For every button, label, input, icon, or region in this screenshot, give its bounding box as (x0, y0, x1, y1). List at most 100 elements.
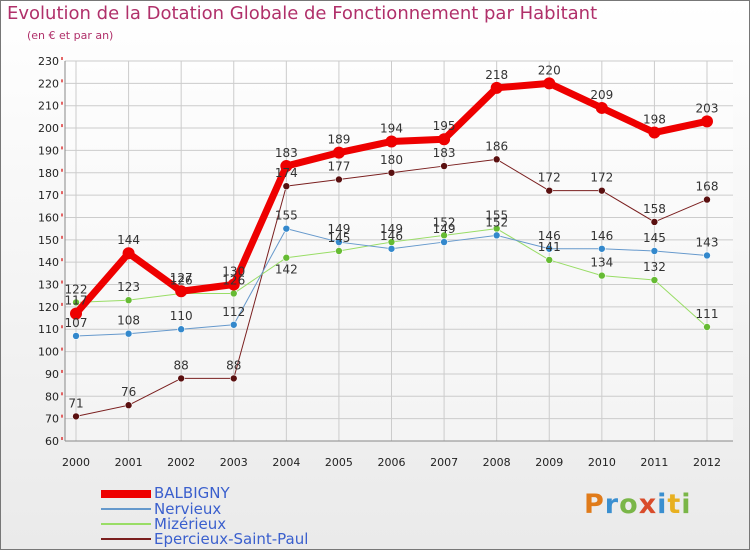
data-label: 158 (643, 202, 666, 216)
x-tick-label: 2009 (535, 456, 563, 469)
data-label: 88 (226, 358, 241, 372)
data-point-nervieux (229, 320, 238, 329)
data-point-nervieux (72, 332, 80, 340)
y-tick-label: 130 (38, 279, 59, 292)
data-point-nervieux (598, 244, 606, 253)
data-label: 142 (275, 263, 298, 277)
data-point-balbigny (438, 133, 451, 146)
y-tick-label: 60 (45, 435, 59, 448)
data-point-balbigny (175, 285, 188, 298)
y-tick-label: 120 (38, 301, 59, 314)
data-point-nervieux (177, 325, 185, 334)
data-label: 111 (696, 307, 719, 321)
x-tick-label: 2004 (272, 456, 300, 469)
data-label: 152 (433, 215, 456, 229)
data-label: 209 (590, 88, 613, 102)
data-point-epercieux-saint-paul (598, 186, 606, 195)
y-tick-label: 80 (45, 390, 59, 403)
data-label: 180 (380, 153, 403, 167)
x-tick-label: 2000 (62, 456, 90, 469)
data-label: 189 (327, 133, 350, 147)
logo-letter: i (657, 489, 668, 520)
y-tick-label: 170 (38, 189, 59, 202)
x-tick-label: 2002 (167, 456, 195, 469)
data-label: 194 (380, 121, 403, 135)
data-label: 203 (696, 101, 719, 115)
legend-label-epercieux: Epercieux-Saint-Paul (154, 530, 309, 548)
data-label: 141 (538, 240, 561, 254)
data-point-epercieux-saint-paul (492, 155, 501, 164)
data-point-nervieux (650, 247, 659, 255)
data-label: 145 (643, 231, 666, 245)
data-point-nervieux (492, 231, 501, 240)
data-point-epercieux-saint-paul (229, 374, 238, 383)
data-point-balbigny (227, 278, 240, 291)
data-label: 143 (696, 235, 719, 249)
x-tick-label: 2011 (640, 456, 668, 469)
data-point-nervieux (545, 244, 554, 253)
data-label: 126 (222, 273, 245, 287)
x-tick-label: 2001 (115, 456, 143, 469)
data-label: 134 (590, 256, 613, 270)
data-point-epercieux-saint-paul (703, 195, 711, 204)
data-label: 146 (538, 229, 561, 243)
data-point-balbigny (648, 126, 661, 139)
data-label: 220 (538, 63, 561, 77)
data-point-balbigny (280, 160, 293, 173)
y-tick-label: 90 (45, 368, 59, 381)
data-label: 108 (117, 314, 140, 328)
data-point-nervieux (282, 224, 291, 233)
data-point-epercieux-saint-paul (650, 218, 659, 226)
data-point-balbigny (490, 81, 503, 94)
data-point-nervieux (703, 251, 711, 260)
data-point-nervieux (387, 244, 396, 253)
data-label: 149 (433, 222, 456, 236)
chart-title: Evolution de la Dotation Globale de Fonc… (7, 3, 598, 24)
data-label: 155 (485, 209, 508, 223)
data-point-nervieux (335, 238, 343, 246)
logo-letter: o (619, 489, 639, 520)
logo-letter: r (604, 489, 620, 520)
data-label: 123 (117, 280, 140, 294)
x-tick-label: 2008 (483, 456, 511, 469)
data-label: 127 (170, 271, 193, 285)
x-tick-label: 2012 (693, 456, 721, 469)
data-point-miz-rieux (72, 298, 80, 307)
x-tick-label: 2005 (325, 456, 353, 469)
data-label: 168 (696, 180, 719, 194)
proxiti-logo: Proxiti (584, 489, 692, 520)
y-tick-label: 100 (38, 346, 59, 359)
data-point-balbigny (543, 77, 556, 90)
data-label: 177 (327, 159, 350, 173)
logo-letter: i (681, 489, 692, 520)
data-point-epercieux-saint-paul (545, 186, 554, 195)
x-tick-label: 2010 (588, 456, 616, 469)
data-label: 71 (68, 396, 83, 410)
logo-letter: x (638, 489, 658, 520)
data-point-nervieux (124, 329, 133, 338)
data-point-epercieux-saint-paul (72, 412, 80, 421)
data-label: 174 (275, 166, 298, 180)
data-point-balbigny (385, 135, 398, 148)
y-tick-label: 70 (45, 413, 59, 426)
y-tick-label: 200 (38, 122, 59, 135)
data-label: 172 (538, 171, 561, 185)
y-tick-label: 190 (38, 144, 59, 157)
data-label: 146 (380, 229, 403, 243)
data-label: 122 (65, 282, 88, 296)
data-label: 183 (433, 146, 456, 160)
data-label: 146 (590, 229, 613, 243)
data-label: 152 (485, 215, 508, 229)
y-tick-label: 220 (38, 77, 59, 90)
data-label: 145 (327, 231, 350, 245)
data-point-epercieux-saint-paul (335, 175, 343, 184)
y-tick-label: 110 (38, 323, 59, 336)
y-tick-label: 140 (38, 256, 59, 269)
y-tick-label: 180 (38, 167, 59, 180)
data-label: 186 (485, 139, 508, 153)
data-label: 112 (222, 305, 245, 319)
data-point-epercieux-saint-paul (124, 401, 133, 410)
data-label: 149 (327, 222, 350, 236)
data-label: 126 (170, 273, 193, 287)
